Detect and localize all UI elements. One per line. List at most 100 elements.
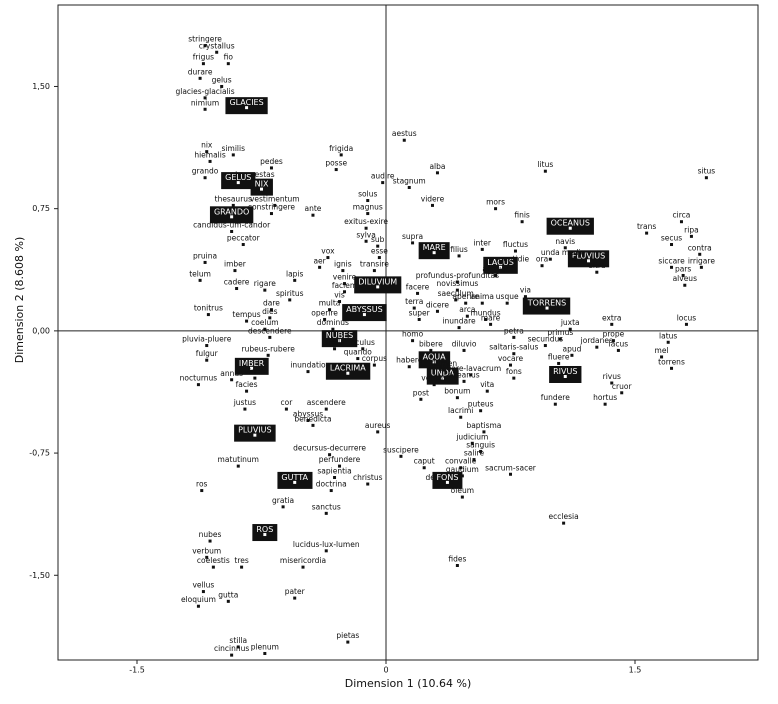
point-label: puteus xyxy=(468,400,494,409)
point-label: coelestis xyxy=(197,556,230,565)
point-label: suscipere xyxy=(383,445,419,454)
point-label: aequor xyxy=(482,264,509,273)
point-label: primus xyxy=(547,328,573,337)
point-label: posse xyxy=(325,159,347,168)
point-label: apud xyxy=(562,344,581,353)
point xyxy=(645,231,649,235)
point xyxy=(411,339,415,343)
point xyxy=(499,265,503,269)
point xyxy=(376,285,380,289)
point xyxy=(462,348,466,352)
point xyxy=(689,234,693,238)
point-label: FLUVIUS xyxy=(572,251,605,260)
point xyxy=(470,441,474,445)
point-label: salire xyxy=(464,449,485,458)
point xyxy=(698,252,702,256)
x-axis-title: Dimension 1 (10.64 %) xyxy=(345,677,471,690)
point-label: sylva xyxy=(356,230,375,239)
point xyxy=(324,407,328,411)
y-tick-label: 0,00 xyxy=(32,326,50,335)
point xyxy=(494,207,498,211)
point xyxy=(260,187,264,191)
point xyxy=(616,348,620,352)
point-label: irrigare xyxy=(688,256,715,265)
point xyxy=(520,220,524,224)
point xyxy=(263,533,267,537)
point xyxy=(411,241,415,245)
point-label: crystallus xyxy=(199,41,235,50)
point xyxy=(610,322,614,326)
point xyxy=(269,212,273,216)
point-label: peccator xyxy=(227,234,261,243)
point-label: esse xyxy=(371,247,388,256)
point xyxy=(230,229,234,233)
point-label: vox xyxy=(321,247,335,256)
point xyxy=(324,511,328,515)
point xyxy=(595,270,599,274)
point-label: quando xyxy=(344,348,373,357)
point-label: litus xyxy=(537,160,553,169)
point xyxy=(543,169,547,173)
point xyxy=(203,260,207,264)
point xyxy=(306,370,310,374)
point xyxy=(245,389,249,393)
point xyxy=(479,409,483,413)
y-tick-label: 1,50 xyxy=(32,82,50,91)
point-label: pietas xyxy=(336,631,359,640)
point xyxy=(489,322,493,326)
point xyxy=(334,168,338,172)
point-label: convalle xyxy=(445,457,477,466)
point-label: gratia xyxy=(272,496,294,505)
point xyxy=(356,357,360,361)
point-label: operire xyxy=(311,308,338,317)
point xyxy=(324,549,328,553)
point-label: inundatio xyxy=(290,361,326,370)
point-label: navis xyxy=(555,237,575,246)
point-label: mundus xyxy=(470,308,500,317)
point-label: ascendere xyxy=(307,398,346,407)
point-label: tonitrus xyxy=(194,304,223,313)
point-label: inundare xyxy=(442,317,476,326)
label-box xyxy=(567,250,610,268)
point xyxy=(399,454,403,458)
point xyxy=(562,521,566,525)
point xyxy=(333,476,337,480)
point-label: cincinnus xyxy=(214,644,249,653)
point xyxy=(419,397,423,401)
point-label: telum xyxy=(189,269,211,278)
point-label: ante xyxy=(305,204,322,213)
point-label: jordanes xyxy=(580,336,613,345)
point-label: frigus xyxy=(193,53,214,62)
point xyxy=(457,254,461,258)
point xyxy=(670,366,674,370)
point xyxy=(323,317,327,321)
point xyxy=(201,590,205,594)
point-label: pruina xyxy=(193,251,217,260)
point xyxy=(548,257,552,261)
point-label: lucidus-lux-lumen xyxy=(293,540,360,549)
point-label: trans xyxy=(637,222,656,231)
point-label: fides xyxy=(448,554,466,563)
point-label: petra xyxy=(504,326,524,335)
point xyxy=(329,489,333,493)
point-label: vellus xyxy=(192,581,214,590)
point-label: TORRENS xyxy=(527,299,566,308)
point xyxy=(253,433,257,437)
point-label: diluvio xyxy=(452,339,477,348)
point xyxy=(455,563,459,567)
point-label: vita xyxy=(480,380,494,389)
point xyxy=(416,291,420,295)
point xyxy=(430,203,434,207)
point-label: exitus-exire xyxy=(344,217,388,226)
point-label: cadere xyxy=(224,278,250,287)
point xyxy=(462,379,466,383)
point-label: audire xyxy=(371,172,395,181)
point-label: terra xyxy=(405,297,423,306)
point xyxy=(198,278,202,282)
point xyxy=(480,301,484,305)
point xyxy=(301,565,305,569)
point xyxy=(273,203,277,207)
point xyxy=(681,273,685,277)
label-box xyxy=(221,172,256,190)
